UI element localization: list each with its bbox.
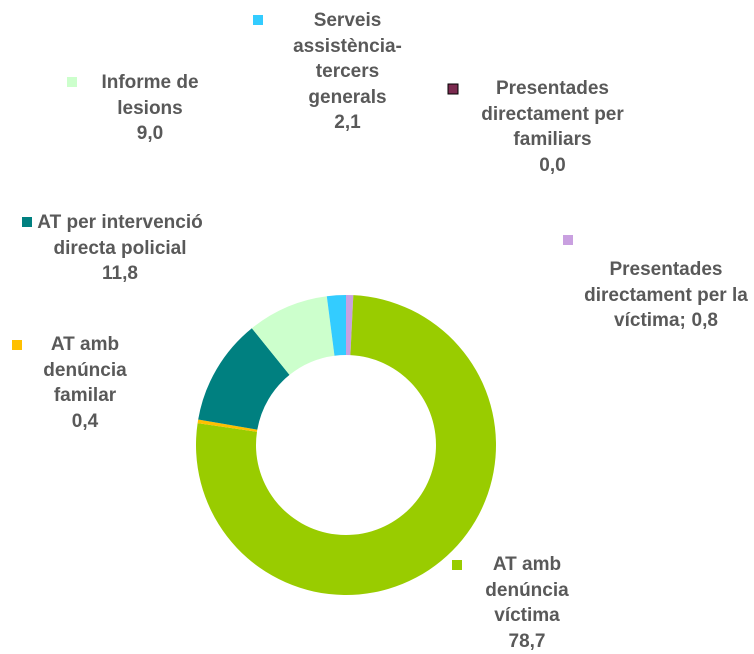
category-label: Presentades directament per la víctima; bbox=[584, 259, 748, 331]
donut-segment bbox=[196, 295, 496, 595]
data-label: AT per intervenció directa policial 11,8 bbox=[30, 210, 210, 287]
data-label: AT amb denúncia víctima 78,7 bbox=[462, 552, 592, 654]
legend-swatch bbox=[253, 15, 263, 25]
category-label: AT per intervenció directa policial bbox=[37, 212, 203, 259]
donut-segment bbox=[198, 328, 290, 430]
legend-swatch bbox=[563, 235, 573, 245]
legend-swatch bbox=[12, 340, 22, 350]
data-label: Informe de lesions 9,0 bbox=[80, 70, 220, 147]
data-label: Serveis assistència-tercers generals 2,1 bbox=[290, 8, 405, 136]
value-label: 0,4 bbox=[71, 410, 99, 432]
data-label: Presentades directament per familiars 0,0 bbox=[460, 76, 645, 178]
value-label: 0,8 bbox=[691, 310, 718, 331]
donut-segment bbox=[346, 295, 354, 356]
data-label: Presentades directament per la víctima; 0… bbox=[578, 257, 754, 334]
category-label: AT amb denúncia familar bbox=[43, 334, 127, 406]
value-label: 9,0 bbox=[136, 123, 164, 144]
data-label: AT amb denúncia familar 0,4 bbox=[20, 332, 150, 434]
legend-swatch bbox=[67, 77, 77, 87]
donut-segment bbox=[326, 295, 346, 356]
donut-segment bbox=[197, 419, 258, 432]
donut-segment bbox=[251, 296, 335, 375]
value-label: 78,7 bbox=[508, 630, 546, 652]
category-label: Informe de lesions bbox=[101, 72, 199, 119]
value-label: 11,8 bbox=[102, 263, 138, 284]
legend-swatch bbox=[447, 83, 459, 95]
category-label: Serveis assistència-tercers generals bbox=[293, 10, 402, 108]
legend-swatch bbox=[452, 560, 462, 570]
category-label: Presentades directament per familiars bbox=[481, 78, 624, 150]
value-label: 0,0 bbox=[539, 154, 566, 176]
legend-swatch bbox=[22, 217, 32, 227]
value-label: 2,1 bbox=[334, 112, 361, 133]
category-label: AT amb denúncia víctima bbox=[485, 554, 569, 626]
